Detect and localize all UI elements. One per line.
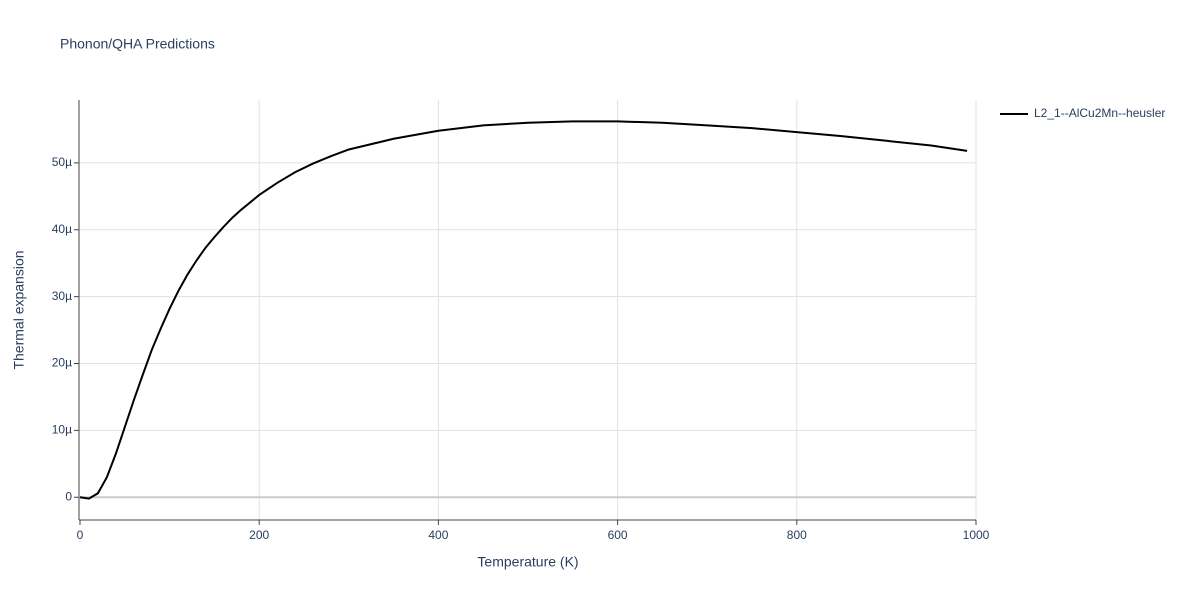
x-axis-title: Temperature (K) (477, 554, 578, 570)
y-tick-label: 40µ (52, 222, 72, 236)
y-tick-label: 20µ (52, 356, 72, 370)
x-tick-label: 200 (249, 528, 269, 542)
x-tick-label: 0 (77, 528, 84, 542)
chart-title: Phonon/QHA Predictions (60, 36, 215, 52)
x-tick-label: 400 (428, 528, 448, 542)
x-tick-label: 800 (787, 528, 807, 542)
y-tick-label: 10µ (52, 423, 72, 437)
line-series (79, 120, 968, 500)
x-tick-label: 1000 (963, 528, 990, 542)
x-tick-label: 600 (608, 528, 628, 542)
y-tick-label: 30µ (52, 289, 72, 303)
legend-label: L2_1--AlCu2Mn--heusler (1034, 106, 1165, 120)
y-axis-title: Thermal expansion (11, 250, 27, 369)
y-tick-label: 0 (65, 489, 72, 503)
y-tick-label: 50µ (52, 155, 72, 169)
